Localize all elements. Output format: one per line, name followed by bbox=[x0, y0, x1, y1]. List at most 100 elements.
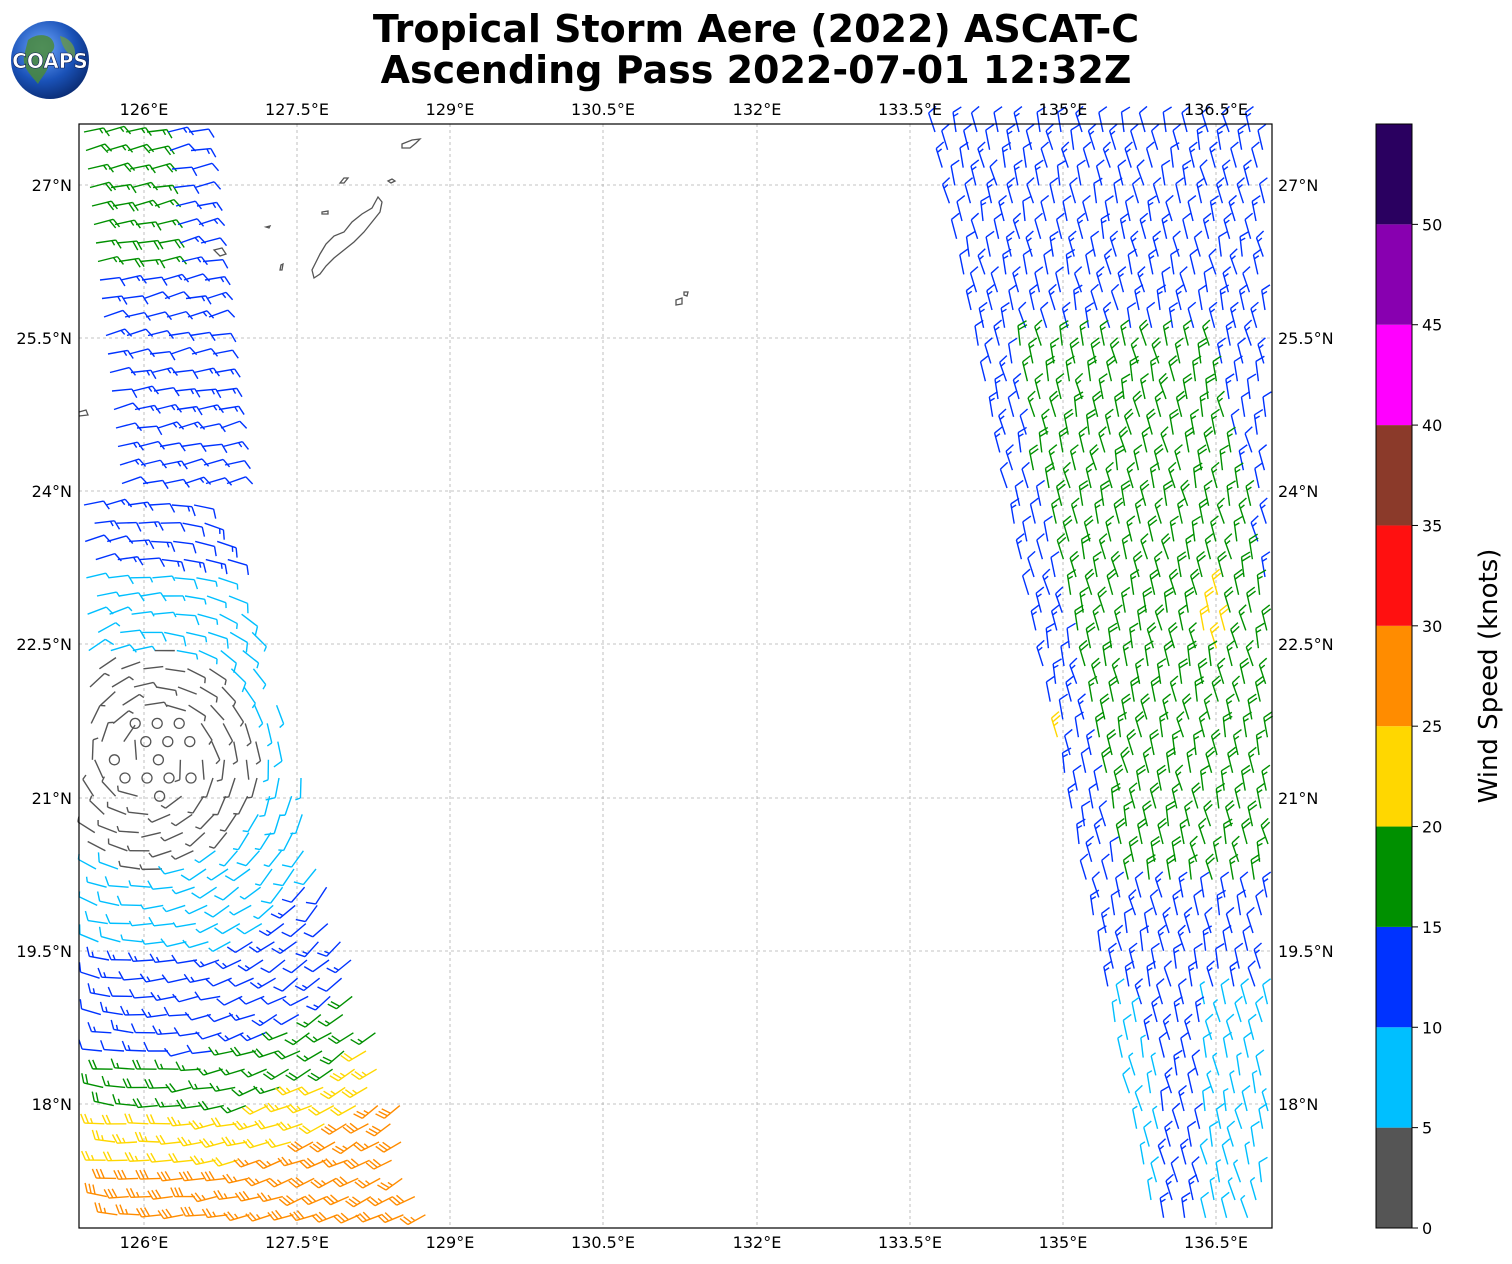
wind-barb bbox=[970, 105, 980, 133]
wind-barb bbox=[128, 880, 151, 888]
wind-barb bbox=[1203, 266, 1213, 293]
wind-barb bbox=[157, 421, 185, 430]
wind-barb bbox=[260, 995, 287, 1005]
wind-barb bbox=[1216, 177, 1225, 204]
wind-barb bbox=[1057, 106, 1067, 133]
wind-barb bbox=[107, 986, 133, 998]
wind-barb bbox=[281, 923, 307, 938]
wind-barb bbox=[188, 1120, 215, 1130]
wind-barb bbox=[1100, 213, 1111, 239]
wind-barb bbox=[147, 880, 173, 890]
wind-barb bbox=[990, 266, 1000, 293]
wind-barb bbox=[1115, 818, 1126, 845]
wind-barb bbox=[1202, 1031, 1213, 1058]
wind-barb bbox=[1114, 924, 1124, 952]
wind-barb bbox=[149, 953, 176, 964]
wind-barb bbox=[173, 1027, 200, 1037]
wind-barb bbox=[208, 309, 236, 318]
wind-barb bbox=[86, 572, 110, 579]
wind-barb bbox=[1247, 693, 1258, 720]
wind-barb bbox=[1238, 444, 1248, 471]
wind-barb bbox=[116, 521, 142, 532]
wind-barb bbox=[1101, 853, 1110, 880]
wind-barb bbox=[80, 1113, 105, 1125]
wind-barb bbox=[1150, 836, 1161, 862]
wind-barb bbox=[232, 741, 239, 765]
wind-barb bbox=[1193, 230, 1203, 257]
wind-barb bbox=[1198, 817, 1207, 845]
wind-barb bbox=[1106, 728, 1117, 756]
lon-label: 129°E bbox=[426, 100, 475, 119]
wind-barb bbox=[209, 668, 227, 686]
wind-barb bbox=[1154, 604, 1165, 631]
wind-barb bbox=[1234, 942, 1244, 969]
colorbar-bin bbox=[1376, 1027, 1412, 1128]
wind-barb bbox=[1139, 1141, 1146, 1165]
lat-label: 24°N bbox=[1278, 482, 1318, 501]
calm-marker bbox=[152, 754, 165, 766]
wind-barb bbox=[1225, 319, 1235, 346]
wind-barb bbox=[121, 661, 141, 670]
wind-barb bbox=[1260, 551, 1271, 578]
wind-barb bbox=[1182, 159, 1192, 186]
wind-barb bbox=[1192, 355, 1202, 382]
wind-barb bbox=[1228, 194, 1237, 222]
wind-barb bbox=[1206, 1070, 1215, 1094]
wind-barb bbox=[1198, 497, 1209, 524]
wind-barb bbox=[219, 850, 238, 867]
wind-barb bbox=[1191, 1156, 1200, 1183]
wind-barb bbox=[1246, 586, 1257, 613]
wind-barb bbox=[120, 1005, 145, 1016]
wind-barb bbox=[1160, 426, 1169, 453]
calm-marker bbox=[173, 717, 185, 730]
wind-barb bbox=[227, 558, 250, 576]
wind-barb bbox=[227, 977, 254, 987]
wind-barb bbox=[281, 886, 306, 903]
wind-barb bbox=[1236, 889, 1246, 916]
wind-barb bbox=[1122, 853, 1132, 880]
wind-barb bbox=[1196, 177, 1206, 204]
wind-barb bbox=[189, 331, 216, 342]
wind-barb bbox=[1178, 658, 1189, 684]
wind-barb bbox=[1161, 212, 1171, 239]
wind-barb bbox=[266, 723, 273, 747]
wind-barb bbox=[1044, 462, 1055, 489]
wind-barb bbox=[81, 1150, 106, 1161]
wind-barb bbox=[134, 739, 138, 760]
wind-barb bbox=[1069, 550, 1080, 578]
wind-barb bbox=[330, 1104, 357, 1117]
wind-barb bbox=[1255, 889, 1264, 916]
wind-barb bbox=[180, 1206, 206, 1217]
wind-barb bbox=[267, 1209, 294, 1221]
wind-barb bbox=[1060, 640, 1070, 667]
wind-barb bbox=[1216, 390, 1225, 418]
wind-barb bbox=[251, 1014, 278, 1027]
wind-barb bbox=[251, 631, 267, 652]
lon-label: 127.5°E bbox=[265, 100, 329, 119]
wind-barb bbox=[1134, 284, 1144, 311]
wind-barb bbox=[1039, 301, 1049, 329]
wind-barb bbox=[149, 502, 176, 513]
wind-barb bbox=[101, 721, 114, 742]
wind-barb bbox=[1171, 782, 1181, 809]
wind-barb bbox=[172, 922, 196, 928]
wind-barb bbox=[1120, 746, 1130, 774]
wind-barb bbox=[200, 1170, 227, 1182]
wind-barb bbox=[1218, 231, 1228, 257]
wind-barb bbox=[1221, 1138, 1231, 1165]
wind-barb bbox=[1054, 586, 1064, 613]
wind-barb bbox=[1128, 942, 1138, 969]
wind-barb bbox=[296, 1014, 322, 1028]
wind-barb bbox=[156, 1170, 183, 1182]
wind-barb bbox=[1050, 711, 1061, 738]
wind-barb bbox=[1172, 230, 1181, 257]
wind-barb bbox=[127, 952, 154, 963]
wind-barb bbox=[1067, 230, 1077, 257]
wind-barb bbox=[242, 650, 260, 669]
colorbar-tick-label: 45 bbox=[1422, 316, 1442, 335]
wind-barb bbox=[1146, 1070, 1153, 1094]
wind-barb bbox=[1099, 480, 1110, 506]
wind-barb bbox=[1025, 123, 1035, 150]
wind-barb bbox=[97, 852, 119, 870]
wind-barb bbox=[1216, 889, 1227, 916]
